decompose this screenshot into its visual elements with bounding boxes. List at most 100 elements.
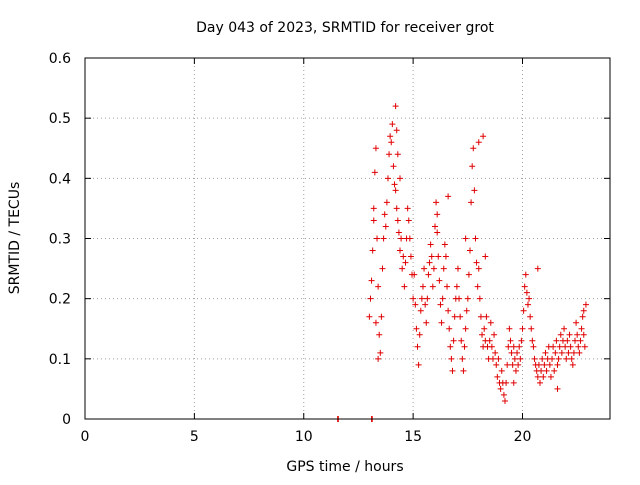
- data-point: [395, 229, 402, 236]
- y-tick-label: 0.2: [49, 292, 71, 308]
- data-point: [434, 229, 441, 236]
- data-point: [461, 343, 468, 350]
- data-point: [456, 295, 463, 302]
- data-point: [367, 295, 374, 302]
- data-point: [495, 355, 502, 362]
- data-point: [469, 163, 476, 170]
- y-tick-label: 0.4: [49, 171, 71, 187]
- data-point: [523, 289, 530, 296]
- data-point: [493, 361, 500, 368]
- data-point: [561, 325, 568, 332]
- data-point: [375, 355, 382, 362]
- data-point: [462, 325, 469, 332]
- data-point: [546, 361, 553, 368]
- data-point: [508, 349, 515, 356]
- data-point: [380, 235, 387, 242]
- data-point: [512, 367, 519, 374]
- data-point: [518, 337, 525, 344]
- data-point: [505, 343, 512, 350]
- data-point: [582, 301, 589, 308]
- data-point: [405, 217, 412, 224]
- data-point: [412, 301, 419, 308]
- data-point: [558, 349, 565, 356]
- x-tick-labels: 0 5 10 15 20: [81, 429, 532, 445]
- x-tick-label: 0: [81, 429, 90, 445]
- data-point: [569, 361, 576, 368]
- y-axis-label: SRMTID / TECUs: [7, 182, 23, 295]
- data-point: [556, 343, 563, 350]
- data-point: [397, 175, 403, 182]
- data-point: [553, 337, 560, 344]
- data-point: [472, 235, 479, 242]
- data-point: [465, 271, 472, 278]
- data-point: [554, 385, 561, 392]
- data-point: [377, 349, 384, 356]
- data-point: [392, 103, 399, 110]
- data-point: [440, 265, 447, 272]
- data-point: [497, 385, 504, 392]
- data-point: [511, 355, 518, 362]
- data-point: [502, 397, 508, 404]
- data-point: [481, 325, 488, 332]
- data-point: [551, 367, 558, 374]
- data-point: [459, 355, 466, 362]
- data-point: [534, 265, 541, 272]
- y-tick-label: 0.3: [49, 232, 71, 248]
- data-point: [475, 265, 482, 272]
- data-point: [394, 217, 401, 224]
- data-point: [555, 355, 562, 362]
- data-point: [381, 211, 388, 218]
- data-point: [467, 247, 473, 254]
- data-point: [540, 373, 547, 380]
- data-point: [434, 211, 441, 218]
- data-point: [504, 361, 511, 368]
- data-point: [366, 313, 373, 320]
- data-point: [447, 343, 454, 350]
- data-point: [510, 343, 517, 350]
- data-point: [479, 331, 486, 338]
- data-point: [378, 313, 385, 320]
- data-point: [492, 349, 499, 356]
- data-point: [391, 181, 398, 188]
- data-point: [534, 373, 541, 380]
- data-point: [550, 343, 557, 350]
- data-point: [457, 313, 464, 320]
- data-point: [522, 271, 529, 278]
- data-point: [487, 319, 494, 326]
- data-point: [444, 283, 451, 290]
- data-point: [554, 361, 561, 368]
- data-point: [415, 361, 422, 368]
- data-point: [370, 205, 377, 212]
- data-point: [442, 253, 449, 260]
- data-point: [570, 349, 577, 356]
- data-point: [386, 151, 393, 158]
- data-point: [514, 349, 521, 356]
- data-point: [426, 259, 433, 266]
- data-point: [562, 343, 569, 350]
- data-point: [535, 361, 542, 368]
- data-point: [581, 343, 588, 350]
- data-point: [402, 259, 409, 266]
- data-point: [473, 259, 480, 266]
- data-point: [486, 337, 493, 344]
- data-point: [369, 247, 376, 254]
- data-point: [439, 295, 446, 302]
- data-point: [538, 367, 545, 374]
- data-point: [517, 355, 524, 362]
- data-point: [526, 295, 533, 302]
- y-tick-label: 0.1: [49, 352, 71, 368]
- data-point: [425, 271, 432, 278]
- data-point: [392, 187, 399, 194]
- data-point: [543, 367, 550, 374]
- data-point: [393, 127, 400, 134]
- data-point: [579, 313, 586, 320]
- data-point: [527, 313, 534, 320]
- data-point: [575, 343, 582, 350]
- data-point: [422, 301, 429, 308]
- data-point: [368, 277, 375, 284]
- data-point: [404, 205, 411, 212]
- data-point: [389, 121, 396, 128]
- data-point: [458, 337, 465, 344]
